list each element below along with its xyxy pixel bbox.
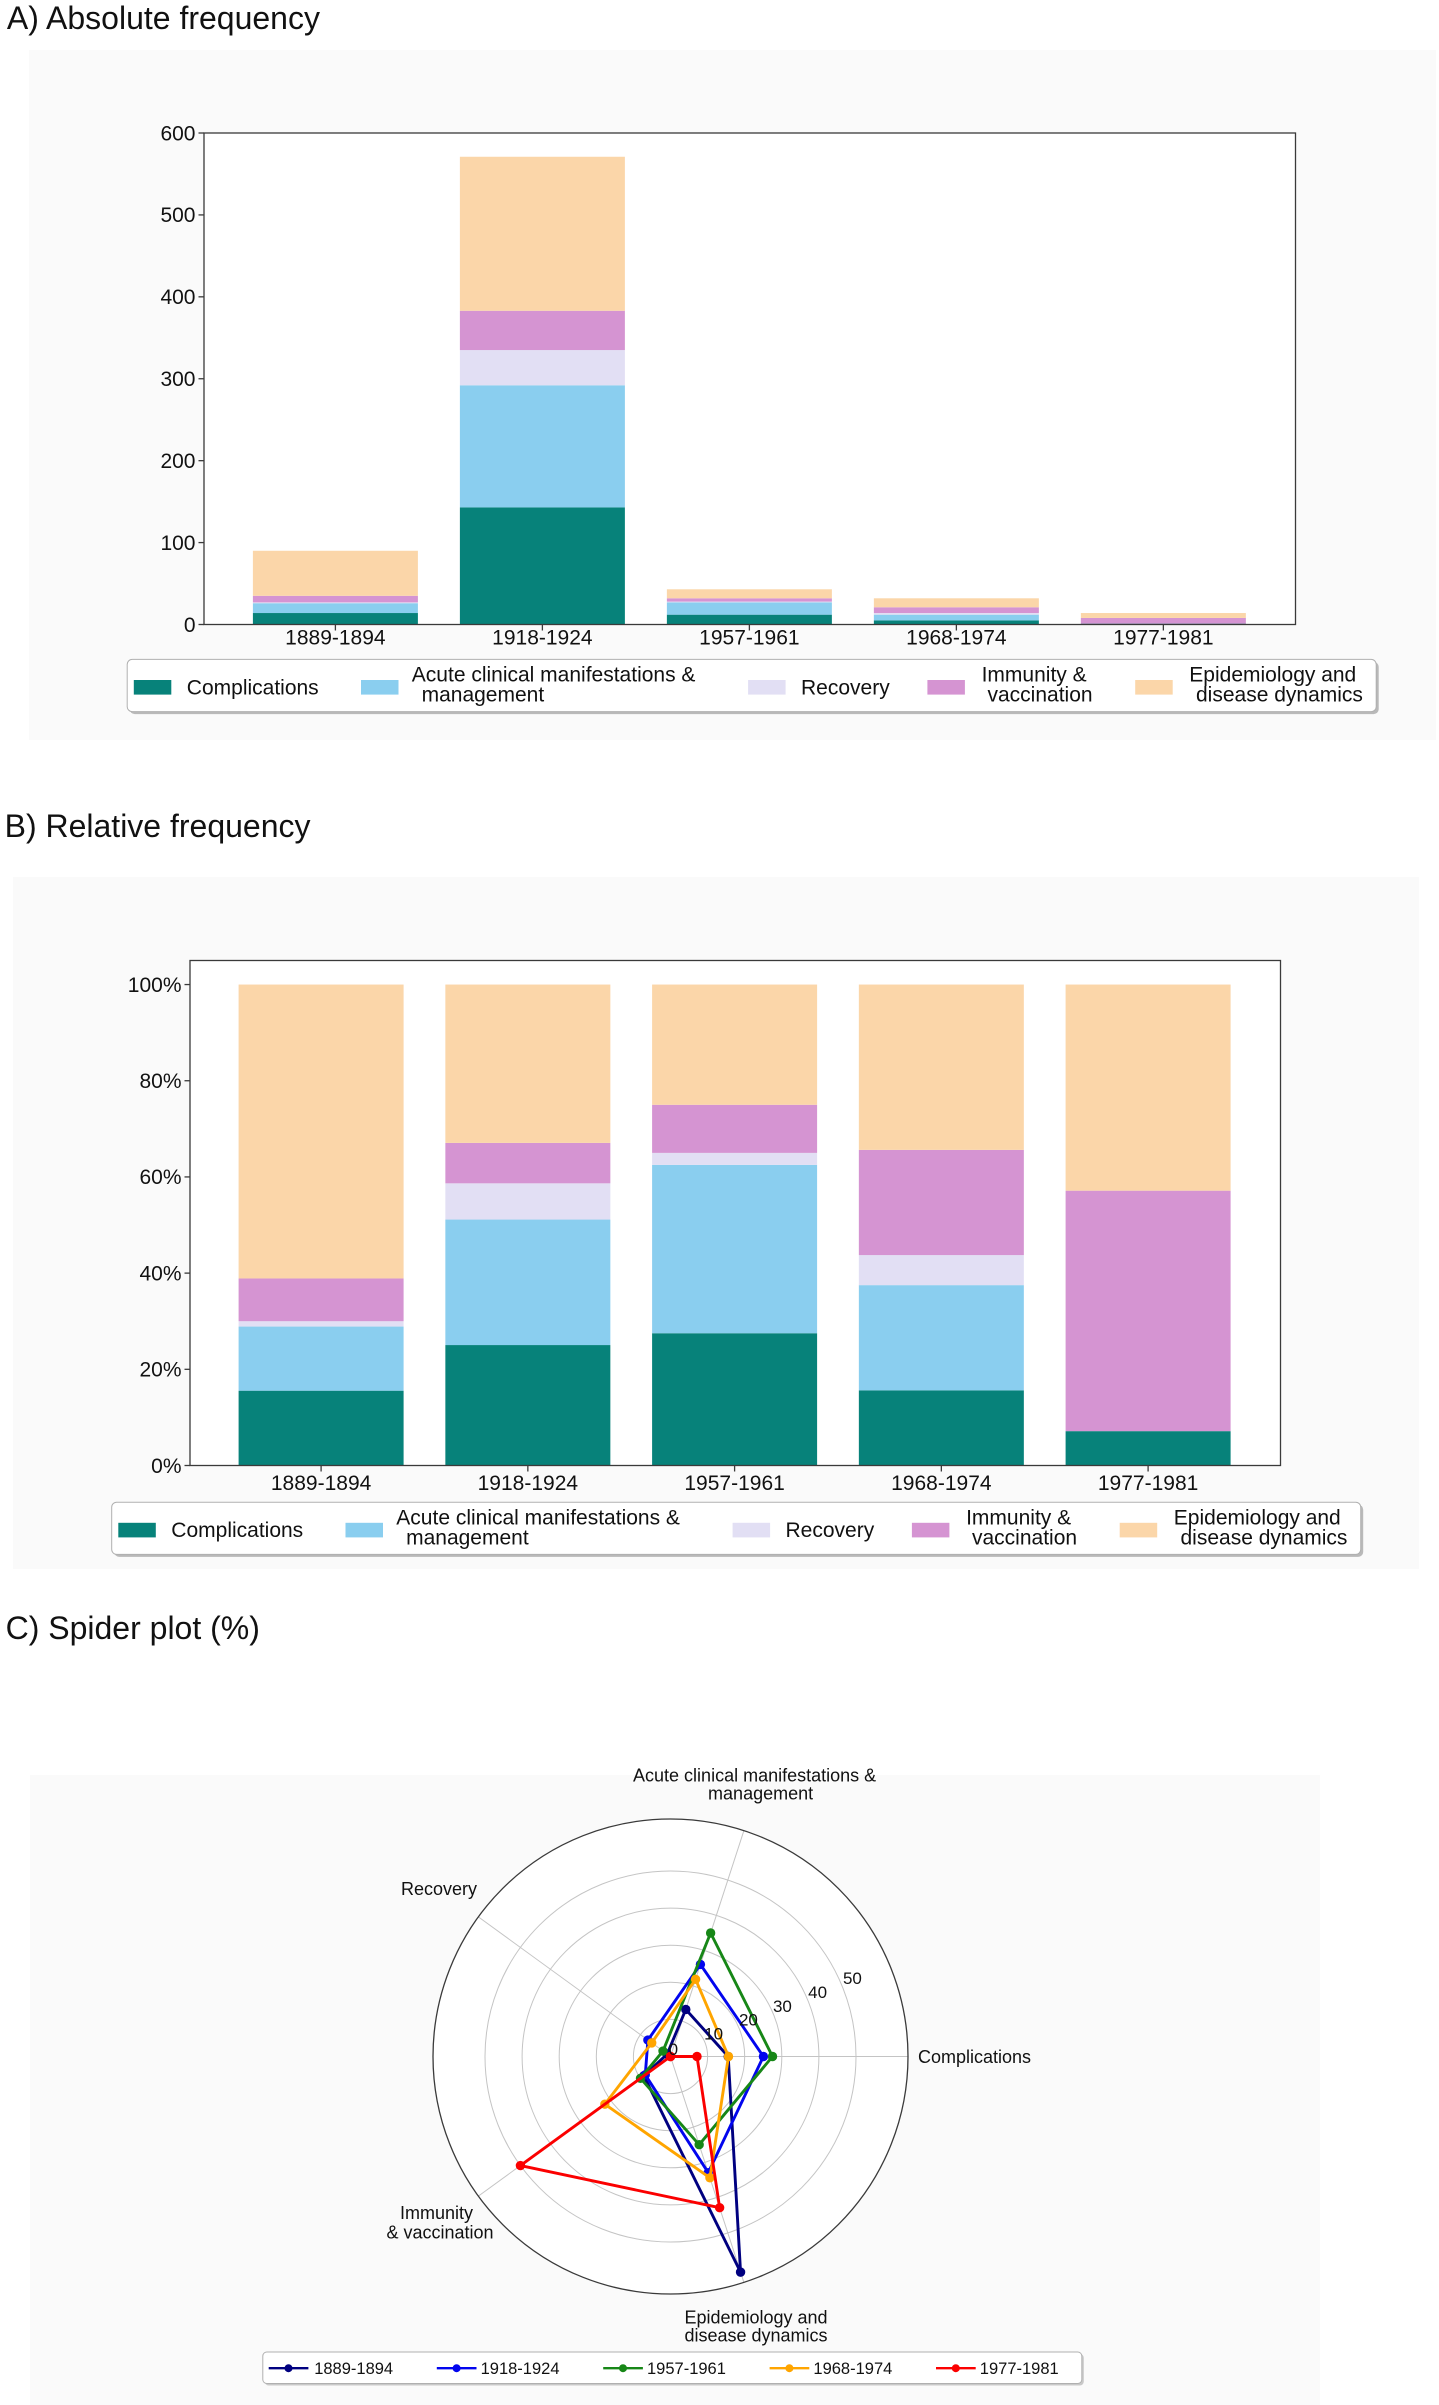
svg-text:1889-1894: 1889-1894 xyxy=(271,1472,372,1495)
svg-text:Acute clinical manifestations: Acute clinical manifestations & xyxy=(633,1766,876,1786)
svg-text:1918-1924: 1918-1924 xyxy=(478,1472,579,1495)
svg-text:Acute clinical manifestations: Acute clinical manifestations & xyxy=(412,664,696,687)
svg-text:disease dynamics: disease dynamics xyxy=(1196,683,1363,706)
svg-text:& vaccination: & vaccination xyxy=(386,2222,493,2242)
svg-text:1918-1924: 1918-1924 xyxy=(481,2360,560,2378)
svg-text:A) Absolute frequency: A) Absolute frequency xyxy=(7,0,320,36)
svg-text:50: 50 xyxy=(843,1969,862,1988)
svg-text:30: 30 xyxy=(773,1997,792,2016)
svg-text:0: 0 xyxy=(669,2040,678,2059)
svg-text:vaccination: vaccination xyxy=(988,683,1093,706)
svg-text:Recovery: Recovery xyxy=(786,1519,875,1542)
svg-text:20: 20 xyxy=(739,2011,758,2030)
svg-text:500: 500 xyxy=(160,204,195,227)
svg-text:100%: 100% xyxy=(128,974,182,997)
svg-text:100: 100 xyxy=(160,532,195,555)
svg-text:40%: 40% xyxy=(139,1262,181,1285)
svg-text:200: 200 xyxy=(160,450,195,473)
svg-text:management: management xyxy=(406,1526,529,1549)
svg-text:400: 400 xyxy=(160,286,195,309)
svg-text:Recovery: Recovery xyxy=(401,1879,477,1899)
svg-text:10: 10 xyxy=(704,2025,723,2044)
svg-text:1889-1894: 1889-1894 xyxy=(285,627,386,650)
svg-text:Epidemiology and: Epidemiology and xyxy=(1174,1506,1341,1529)
svg-text:600: 600 xyxy=(160,122,195,145)
svg-text:Acute clinical manifestations: Acute clinical manifestations & xyxy=(396,1506,680,1529)
svg-text:management: management xyxy=(422,683,545,706)
svg-text:1889-1894: 1889-1894 xyxy=(314,2360,393,2378)
svg-text:Epidemiology and: Epidemiology and xyxy=(684,2308,827,2328)
svg-text:1977-1981: 1977-1981 xyxy=(1098,1472,1198,1495)
svg-text:1968-1974: 1968-1974 xyxy=(891,1472,992,1495)
svg-text:disease dynamics: disease dynamics xyxy=(1181,1526,1348,1549)
svg-text:1968-1974: 1968-1974 xyxy=(813,2360,892,2378)
svg-text:disease dynamics: disease dynamics xyxy=(684,2326,827,2346)
svg-text:Immunity: Immunity xyxy=(400,2203,473,2223)
svg-text:0%: 0% xyxy=(151,1455,181,1478)
svg-text:60%: 60% xyxy=(139,1166,181,1189)
svg-text:1918-1924: 1918-1924 xyxy=(492,627,593,650)
svg-text:Complications: Complications xyxy=(918,2047,1031,2067)
svg-text:Immunity &: Immunity & xyxy=(966,1506,1071,1529)
svg-text:B) Relative frequency: B) Relative frequency xyxy=(5,808,311,844)
svg-text:80%: 80% xyxy=(139,1070,181,1093)
svg-text:0: 0 xyxy=(184,614,196,637)
svg-text:1977-1981: 1977-1981 xyxy=(980,2360,1059,2378)
svg-text:Epidemiology and: Epidemiology and xyxy=(1189,664,1356,687)
svg-text:Immunity &: Immunity & xyxy=(982,664,1087,687)
svg-text:1957-1961: 1957-1961 xyxy=(684,1472,784,1495)
svg-text:1968-1974: 1968-1974 xyxy=(906,627,1007,650)
svg-text:1957-1961: 1957-1961 xyxy=(699,627,799,650)
svg-text:vaccination: vaccination xyxy=(972,1526,1077,1549)
svg-text:300: 300 xyxy=(160,368,195,391)
svg-text:40: 40 xyxy=(808,1983,827,2002)
svg-text:20%: 20% xyxy=(139,1359,181,1382)
svg-text:1977-1981: 1977-1981 xyxy=(1113,627,1213,650)
svg-text:Complications: Complications xyxy=(187,676,319,699)
svg-text:Recovery: Recovery xyxy=(801,676,890,699)
svg-text:management: management xyxy=(708,1784,813,1804)
svg-text:C) Spider plot (%): C) Spider plot (%) xyxy=(6,1610,260,1646)
svg-text:Complications: Complications xyxy=(171,1519,303,1542)
svg-text:1957-1961: 1957-1961 xyxy=(647,2360,726,2378)
